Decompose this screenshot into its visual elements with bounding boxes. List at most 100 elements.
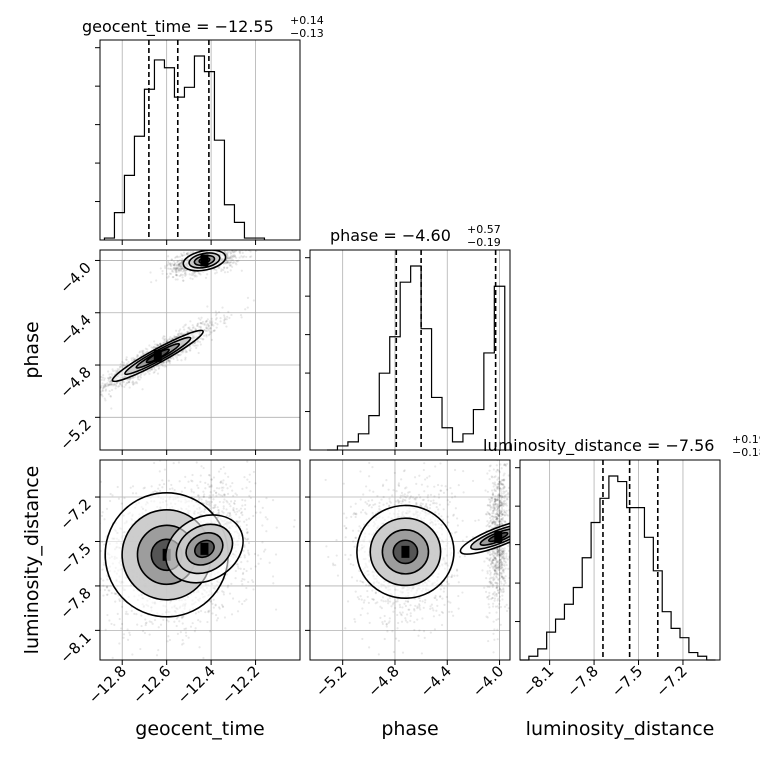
sample-point: [259, 557, 262, 560]
sample-point: [118, 617, 121, 621]
sample-point: [245, 586, 248, 590]
sample-point: [226, 501, 229, 504]
title-phase: phase = −4.60: [330, 226, 451, 245]
sample-point: [135, 492, 138, 495]
sample-point: [197, 610, 200, 614]
sample-point: [253, 246, 255, 248]
sample-point: [177, 264, 180, 267]
density-peak: [200, 254, 209, 267]
panel-frame: [519, 459, 721, 661]
sample-point: [132, 383, 135, 386]
sample-point: [109, 394, 112, 398]
sample-point: [226, 260, 230, 263]
sample-point: [174, 267, 177, 270]
sample-point: [198, 325, 201, 328]
sample-point: [170, 337, 174, 340]
sample-point: [115, 381, 119, 385]
sample-point: [181, 276, 184, 279]
sample-point: [192, 491, 195, 494]
sample-point: [218, 607, 221, 610]
sample-point: [194, 663, 196, 665]
sample-point: [178, 269, 181, 272]
sample-point: [209, 327, 212, 330]
sample-point: [401, 651, 405, 654]
sample-point: [205, 327, 208, 330]
ylabel-phase: phase: [21, 321, 43, 378]
sample-point: [153, 618, 157, 622]
sample-point: [146, 370, 150, 374]
sample-point: [177, 263, 180, 266]
sample-point: [243, 508, 247, 511]
sample-point: [257, 554, 260, 557]
sample-point: [181, 270, 184, 273]
sample-point: [78, 576, 80, 578]
sample-point: [110, 407, 113, 410]
sample-point: [169, 263, 173, 266]
sample-point: [238, 250, 241, 253]
sample-point: [196, 484, 199, 487]
sample-point: [218, 266, 221, 270]
sample-point: [173, 263, 176, 267]
sample-point: [237, 567, 240, 570]
sample-point: [229, 485, 232, 488]
sample-point: [161, 337, 164, 340]
sample-point: [228, 257, 231, 260]
sample-point: [251, 579, 254, 582]
sample-point: [94, 391, 96, 393]
sample-point: [214, 314, 218, 317]
sample-point: [175, 267, 178, 270]
sample-point: [174, 269, 177, 272]
sample-point: [185, 253, 188, 256]
sample-point: [101, 540, 104, 543]
sample-point: [247, 551, 250, 555]
sample-point: [159, 363, 162, 366]
sample-point: [148, 620, 151, 623]
sample-point: [164, 361, 168, 364]
sample-point: [89, 394, 91, 396]
sample-point: [176, 265, 179, 268]
sample-point: [234, 576, 237, 580]
sample-point: [107, 589, 110, 592]
sample-point: [166, 359, 169, 362]
sample-point: [178, 354, 181, 357]
sample-point: [125, 356, 128, 359]
sample-point: [252, 470, 256, 474]
sample-point: [167, 479, 170, 482]
sample-point: [121, 360, 124, 363]
sample-point: [179, 267, 182, 270]
sample-point: [207, 334, 211, 337]
panel-frame: [99, 249, 301, 451]
sample-point: [173, 264, 176, 267]
sample-point: [108, 589, 111, 592]
sample-point: [109, 376, 112, 379]
sample-point: [447, 521, 450, 524]
sample-point: [111, 494, 114, 497]
sample-point: [205, 499, 208, 502]
sample-point: [132, 383, 135, 386]
sample-point: [203, 457, 205, 459]
sample-point: [254, 482, 257, 485]
sample-point: [226, 255, 229, 259]
sample-point: [206, 305, 209, 308]
sample-point: [188, 328, 191, 331]
sample-point: [195, 275, 198, 278]
sample-point: [180, 273, 183, 276]
sample-point: [145, 351, 148, 354]
sample-point: [177, 263, 180, 266]
sample-point: [233, 250, 236, 253]
sample-point: [232, 509, 235, 512]
sample-point: [252, 588, 255, 591]
sample-point: [166, 276, 169, 279]
sample-point: [171, 276, 174, 279]
sample-point: [194, 627, 197, 630]
sample-point: [60, 590, 62, 592]
sample-point: [92, 388, 94, 390]
x-tick-label: −12.6: [129, 662, 174, 707]
sample-point: [113, 623, 116, 626]
sample-point: [159, 343, 162, 346]
sample-point: [366, 595, 369, 598]
sample-point: [122, 633, 126, 636]
sample-point: [171, 487, 174, 490]
sample-point: [157, 649, 160, 652]
sample-point: [191, 326, 195, 330]
